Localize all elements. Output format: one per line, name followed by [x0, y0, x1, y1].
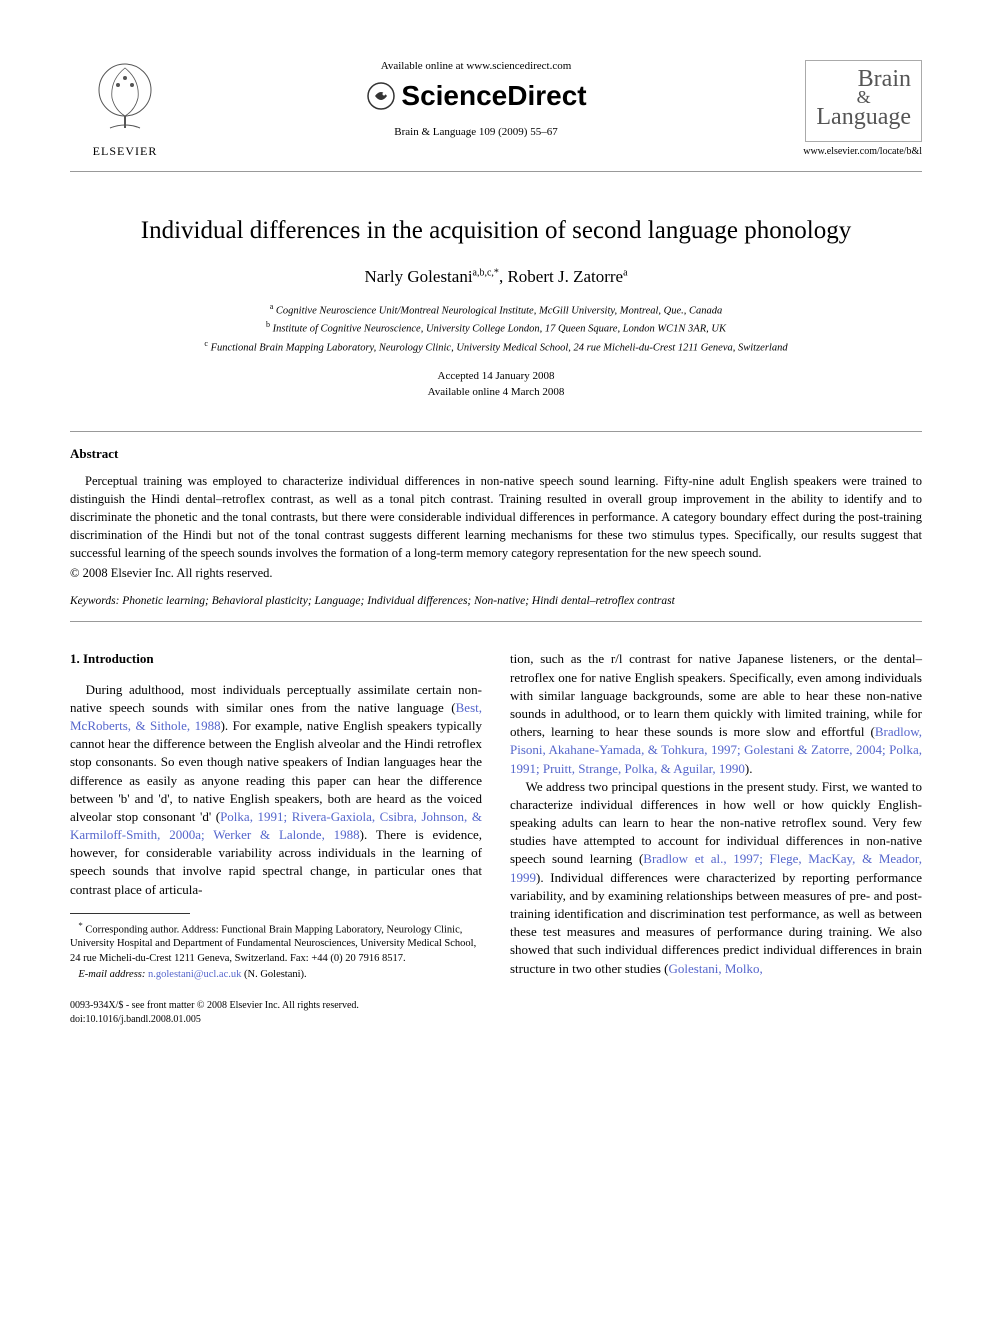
affiliation-a-text: Cognitive Neuroscience Unit/Montreal Neu… [276, 306, 722, 317]
sciencedirect-wordmark: ScienceDirect [401, 80, 586, 112]
affiliation-a: a Cognitive Neuroscience Unit/Montreal N… [70, 301, 922, 319]
sciencedirect-icon [365, 80, 397, 112]
elsevier-tree-icon [90, 60, 160, 140]
article-title: Individual differences in the acquisitio… [70, 217, 922, 245]
affiliations: a Cognitive Neuroscience Unit/Montreal N… [70, 301, 922, 356]
keywords-text: Phonetic learning; Behavioral plasticity… [119, 595, 674, 607]
journal-title-language: Language [816, 104, 911, 131]
body-columns: 1. Introduction During adulthood, most i… [70, 650, 922, 1026]
affiliation-b-text: Institute of Cognitive Neuroscience, Uni… [273, 324, 726, 335]
footer-info: 0093-934X/$ - see front matter © 2008 El… [70, 999, 482, 1027]
accepted-date: Accepted 14 January 2008 [70, 368, 922, 385]
col2-paragraph-2: We address two principal questions in th… [510, 778, 922, 978]
affiliation-b: b Institute of Cognitive Neuroscience, U… [70, 319, 922, 337]
email-suffix: (N. Golestani). [241, 969, 306, 980]
available-online-text: Available online at www.sciencedirect.co… [200, 60, 752, 72]
abstract-copyright: © 2008 Elsevier Inc. All rights reserved… [70, 566, 922, 581]
corresponding-author-footnote: * Corresponding author. Address: Functio… [70, 920, 482, 966]
corresponding-email[interactable]: n.golestani@ucl.ac.uk [148, 969, 241, 980]
footer-doi: doi:10.1016/j.bandl.2008.01.005 [70, 1013, 482, 1027]
section-1-heading: 1. Introduction [70, 650, 482, 668]
authors-line: Narly Golestania,b,c,*, Robert J. Zatorr… [70, 267, 922, 287]
journal-url: www.elsevier.com/locate/b&l [772, 146, 922, 157]
citation-golestani-molko[interactable]: Golestani, Molko, [669, 961, 763, 976]
online-date: Available online 4 March 2008 [70, 384, 922, 401]
col2-paragraph-1: tion, such as the r/l contrast for nativ… [510, 650, 922, 777]
abstract-text: Perceptual training was employed to char… [70, 472, 922, 563]
article-dates: Accepted 14 January 2008 Available onlin… [70, 368, 922, 401]
journal-cover-block: Brain & Language www.elsevier.com/locate… [772, 60, 922, 157]
footnote-separator [70, 913, 190, 914]
author-2: , Robert J. Zatorre [499, 267, 623, 286]
page-header: ELSEVIER Available online at www.science… [70, 60, 922, 172]
column-left: 1. Introduction During adulthood, most i… [70, 650, 482, 1026]
affiliation-c-text: Functional Brain Mapping Laboratory, Neu… [211, 342, 788, 353]
author-2-super: a [623, 267, 627, 278]
author-1: Narly Golestani [364, 267, 472, 286]
header-center: Available online at www.sciencedirect.co… [180, 60, 772, 138]
journal-cover: Brain & Language [805, 60, 922, 142]
journal-reference: Brain & Language 109 (2009) 55–67 [200, 126, 752, 138]
keywords-label: Keywords: [70, 595, 119, 607]
publisher-name: ELSEVIER [93, 144, 158, 159]
col2-p1-a: tion, such as the r/l contrast for nativ… [510, 651, 922, 739]
column-right: tion, such as the r/l contrast for nativ… [510, 650, 922, 1026]
col1-p1-a: During adulthood, most individuals perce… [70, 682, 482, 715]
footnote-email-line: E-mail address: n.golestani@ucl.ac.uk (N… [70, 968, 482, 983]
abstract-block: Abstract Perceptual training was employe… [70, 431, 922, 623]
email-label: E-mail address: [78, 969, 145, 980]
footer-front-matter: 0093-934X/$ - see front matter © 2008 El… [70, 999, 482, 1013]
col1-paragraph-1: During adulthood, most individuals perce… [70, 681, 482, 899]
publisher-logo-block: ELSEVIER [70, 60, 180, 159]
affiliation-c: c Functional Brain Mapping Laboratory, N… [70, 338, 922, 356]
abstract-heading: Abstract [70, 446, 922, 462]
col2-p1-b: ). [745, 761, 753, 776]
sciencedirect-logo: ScienceDirect [200, 80, 752, 112]
keywords-line: Keywords: Phonetic learning; Behavioral … [70, 595, 922, 607]
author-1-super: a,b,c,* [473, 267, 499, 278]
footnote-corr-text: Corresponding author. Address: Functiona… [70, 924, 476, 963]
